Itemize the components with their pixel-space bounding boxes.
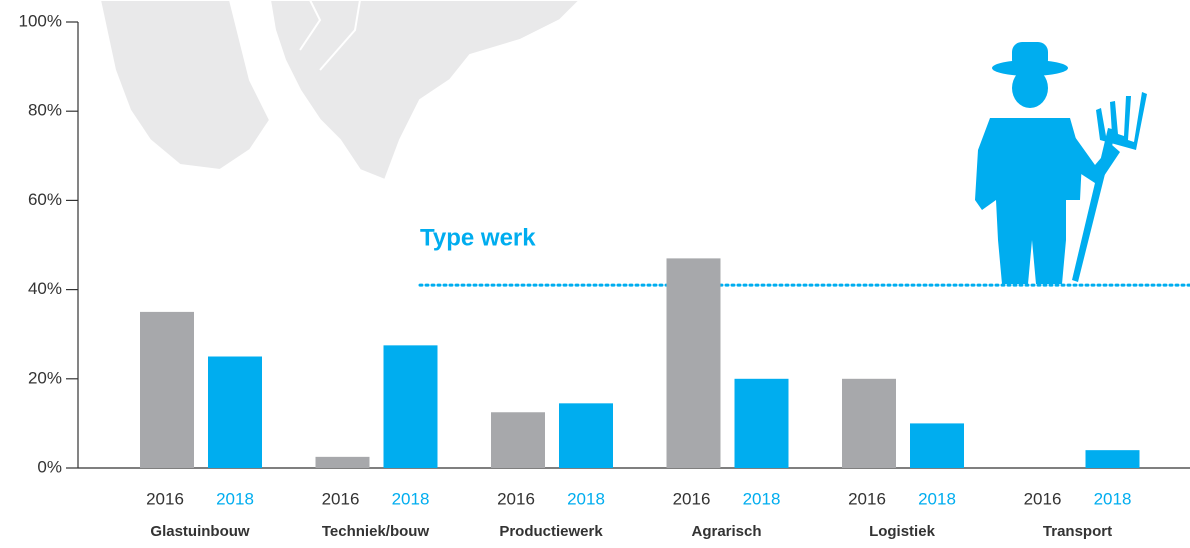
arm	[1070, 130, 1120, 185]
farmer-icon	[975, 42, 1147, 284]
map-border	[299, 0, 361, 71]
bar	[1085, 450, 1140, 468]
series-label: 2016	[146, 489, 184, 508]
map-shape	[268, 0, 582, 182]
x-tick-label: Agrarisch	[691, 523, 761, 540]
y-tick-label: 0%	[37, 457, 62, 476]
head	[1012, 68, 1048, 108]
x-tick-label: Glastuinbouw	[150, 523, 249, 540]
x-tick-label: Productiewerk	[499, 523, 603, 540]
series-label: 2018	[918, 489, 956, 508]
bar	[208, 356, 262, 468]
y-tick-label: 60%	[28, 190, 62, 209]
x-tick-label: Techniek/bouw	[322, 523, 430, 540]
reference-label: Type werk	[420, 224, 536, 251]
series-label: 2016	[673, 489, 711, 508]
bar	[315, 456, 370, 468]
series-label: 2018	[216, 489, 254, 508]
hat-top	[1012, 42, 1048, 70]
series-label: 2016	[322, 489, 360, 508]
x-tick-label: Logistiek	[869, 523, 936, 540]
y-tick-label: 100%	[19, 11, 62, 30]
series-label: 2016	[1024, 489, 1062, 508]
bar	[140, 311, 194, 468]
background-map	[98, 0, 582, 182]
bar	[559, 403, 613, 468]
bar	[842, 378, 896, 468]
series-label: 2018	[743, 489, 781, 508]
series-label: 2018	[392, 489, 430, 508]
series-label: 2018	[567, 489, 605, 508]
series-label: 2018	[1094, 489, 1132, 508]
y-tick-label: 40%	[28, 279, 62, 298]
bar	[666, 258, 721, 468]
y-tick-label: 80%	[28, 101, 62, 120]
map-shape	[98, 0, 272, 172]
bar	[491, 412, 545, 468]
pitchfork-head	[1096, 92, 1147, 150]
series-label: 2016	[848, 489, 886, 508]
body	[975, 118, 1082, 284]
bar	[910, 423, 964, 468]
series-label: 2016	[497, 489, 535, 508]
x-tick-label: Transport	[1043, 523, 1112, 540]
pitchfork-handle	[1072, 128, 1116, 282]
y-tick-label: 20%	[28, 368, 62, 387]
bar	[383, 345, 438, 468]
bar	[734, 378, 789, 468]
